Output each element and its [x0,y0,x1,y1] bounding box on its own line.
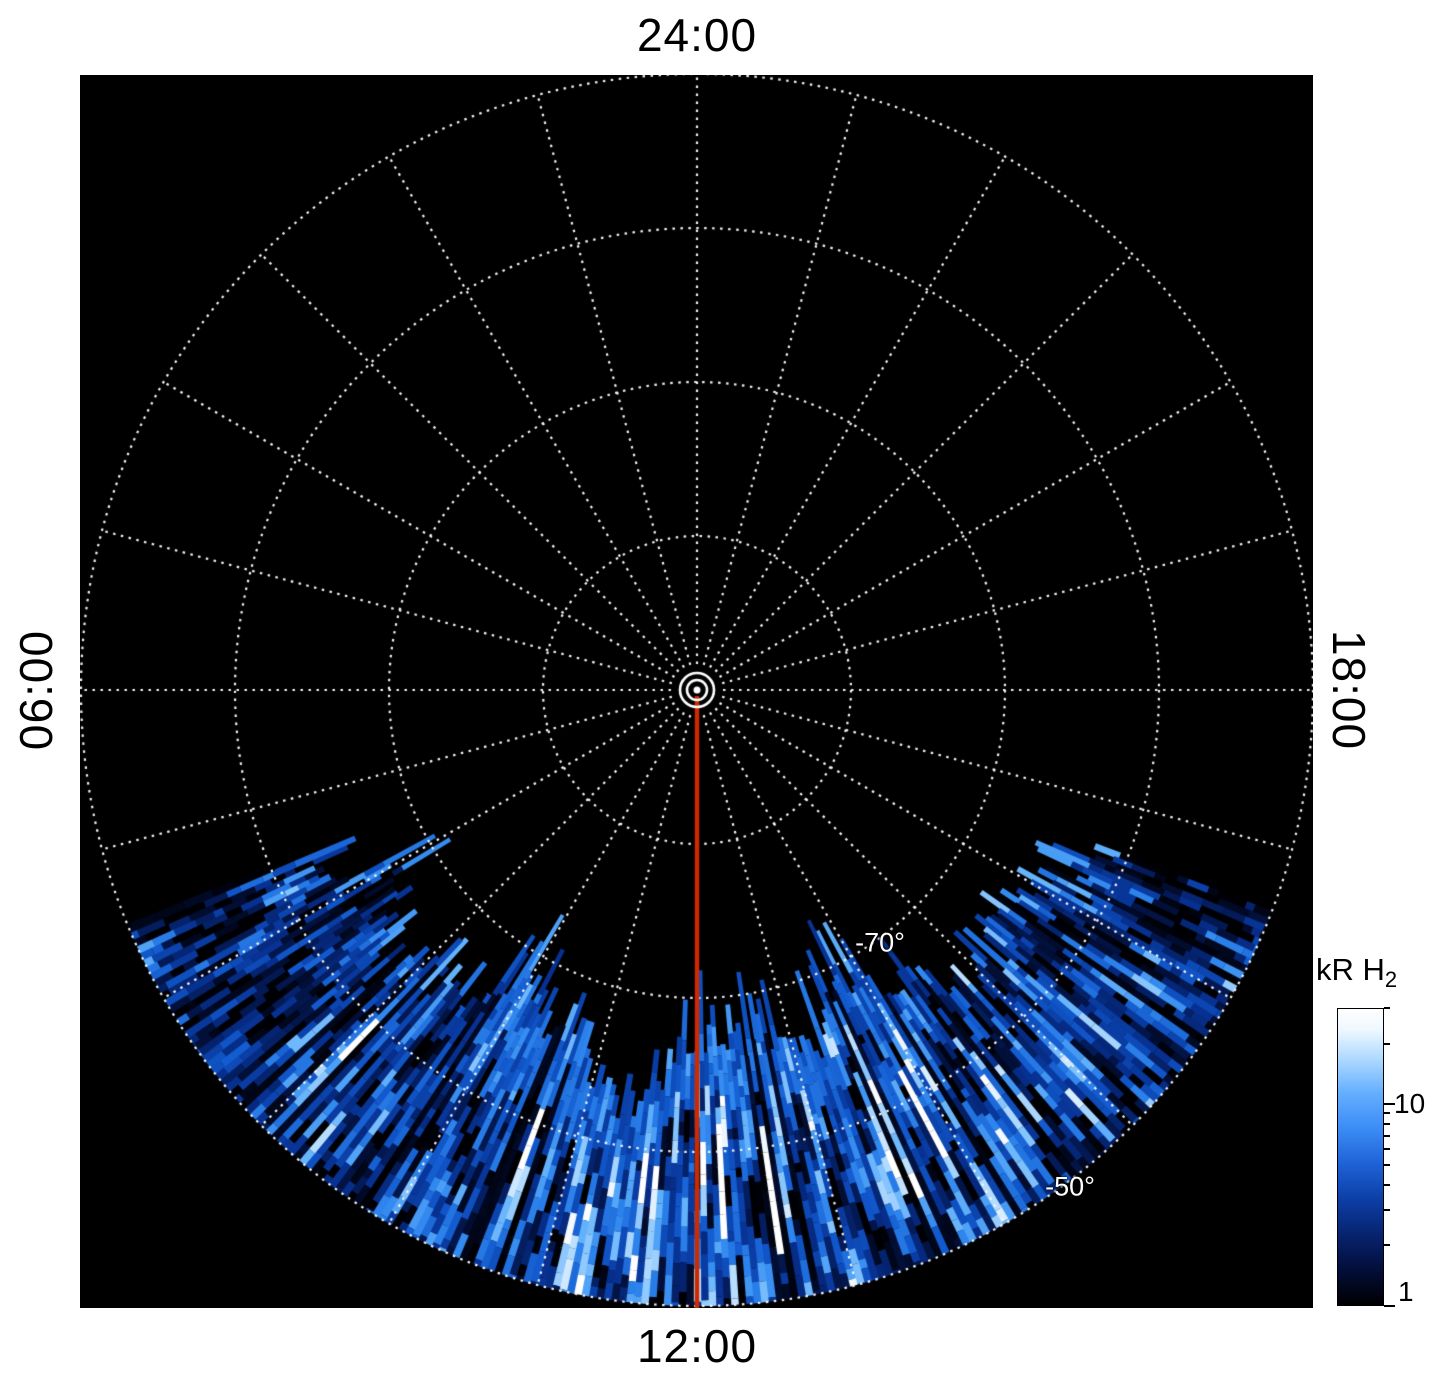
local-time-label-1200: 12:00 [636,1320,758,1372]
latitude-label-minus50: -50° [1045,1171,1095,1202]
polar-plot-area: -70° -50° [80,75,1313,1308]
local-time-label-0600: 06:00 [10,629,62,751]
colorbar-tick-label-1: 1 [1398,1276,1414,1307]
colorbar-title: kR H2 [1316,952,1397,993]
colorbar-minor-tick [1384,1244,1390,1247]
local-time-label-2400: 24:00 [636,9,758,61]
colorbar-minor-tick [1384,1183,1390,1186]
colorbar-minor-tick [1384,1122,1390,1125]
colorbar-tick-label-10: 10 [1394,1088,1426,1119]
colorbar-title-text: kR H [1316,952,1385,987]
latitude-label-minus70: -70° [855,927,905,958]
colorbar-minor-tick [1384,1163,1390,1166]
colorbar-minor-tick [1384,1208,1390,1211]
polar-heatmap-canvas [80,75,1313,1308]
colorbar-minor-tick [1384,1042,1390,1045]
local-time-label-1800: 18:00 [1323,629,1375,751]
colorbar-gradient [1337,1008,1384,1306]
colorbar-title-subscript: 2 [1384,967,1398,993]
colorbar-major-tick [1384,1305,1395,1307]
colorbar-major-tick [1384,1103,1395,1106]
colorbar-minor-tick [1384,1134,1390,1137]
colorbar-minor-tick [1384,1112,1390,1115]
colorbar-minor-tick [1384,1007,1390,1009]
colorbar-minor-tick [1384,1148,1390,1150]
